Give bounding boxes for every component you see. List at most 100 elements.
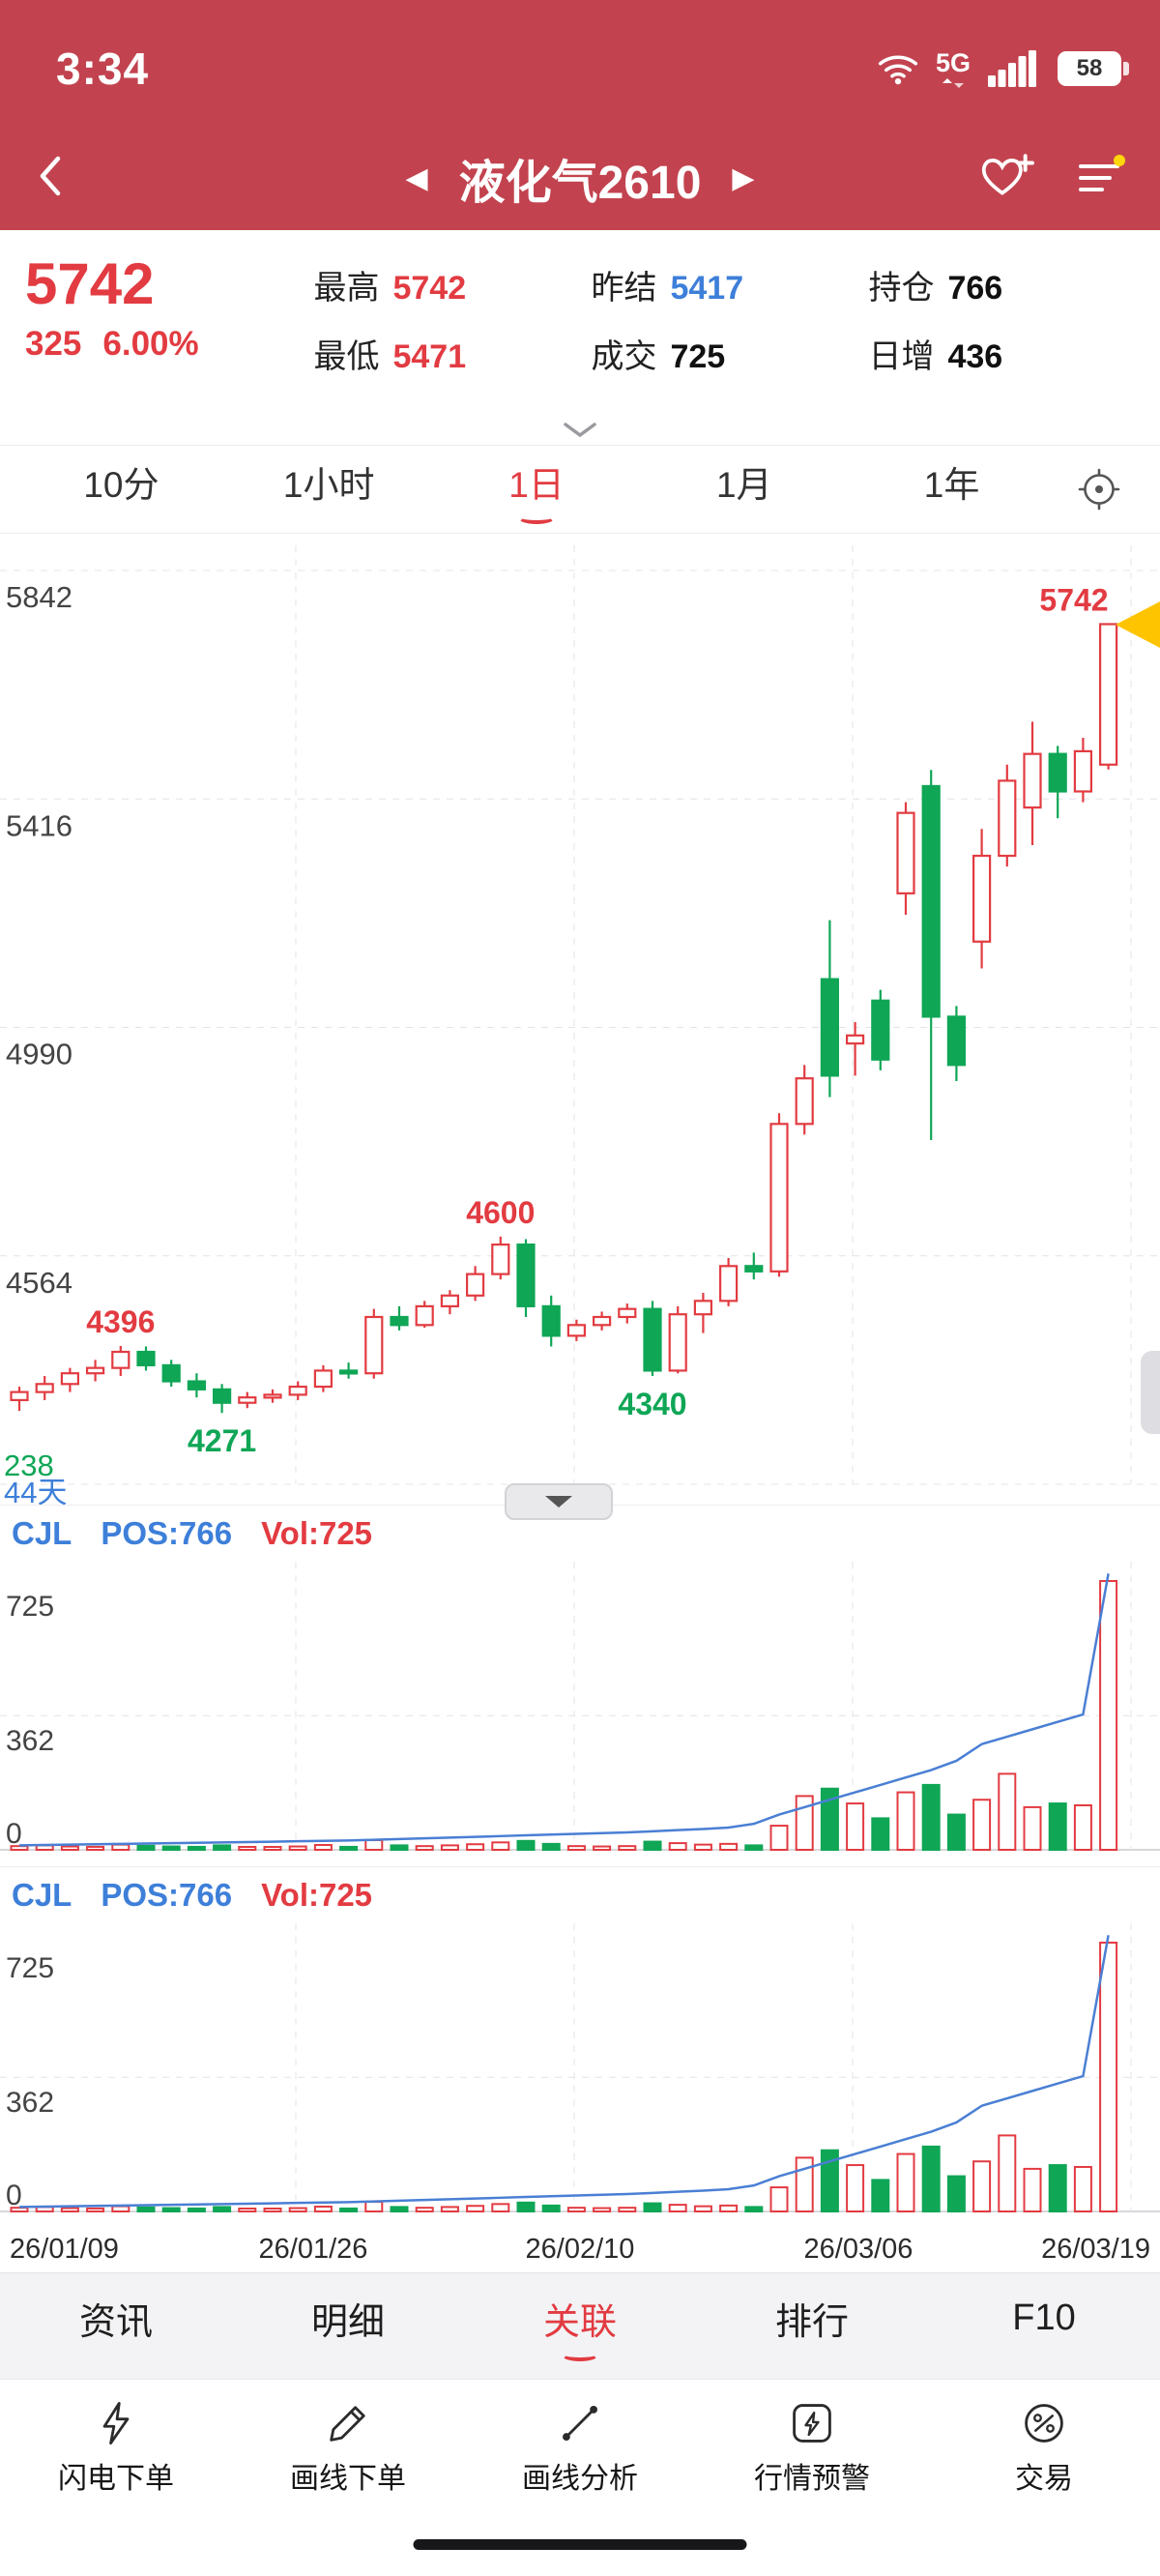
quote-stat: 持仓 766	[868, 261, 1135, 308]
volume-bar	[643, 2202, 662, 2213]
volume-bar	[10, 2207, 29, 2213]
volume-bar	[187, 1845, 206, 1851]
favorite-button[interactable]	[980, 152, 1034, 205]
tab-ranking[interactable]: 排行	[774, 2301, 849, 2343]
candle-body	[136, 1350, 156, 1366]
candle-body	[440, 1294, 459, 1307]
candle-body	[946, 1015, 967, 1067]
candle-body	[339, 1369, 359, 1375]
chart-drag-handle[interactable]	[1141, 1351, 1160, 1434]
candle-body	[998, 779, 1017, 858]
chart-settings-button[interactable]	[1056, 467, 1143, 512]
volume-bar	[1048, 2164, 1067, 2213]
candle-body	[566, 1324, 587, 1337]
volume-bar	[466, 1843, 485, 1852]
quote-stat: 日增 436	[868, 330, 1135, 377]
chart-collapse-button[interactable]	[505, 1483, 613, 1520]
clock: 3:34	[56, 44, 150, 94]
volume-bar	[1099, 1580, 1118, 1851]
volume-bar	[618, 1845, 637, 1852]
volume-bar	[313, 2206, 333, 2212]
volume-bar	[111, 2205, 130, 2212]
candle-body	[896, 811, 915, 894]
chevron-left-icon	[40, 156, 61, 195]
tab-10min[interactable]: 10分	[83, 464, 160, 505]
tab-1hour[interactable]: 1小时	[282, 464, 375, 505]
tab-details[interactable]: 明细	[310, 2301, 385, 2343]
volume-chart-canvas: 725 362 0	[0, 1923, 1160, 2213]
quote-expand-button[interactable]	[560, 421, 600, 445]
quote-col-oi: 持仓 766 日增 436	[868, 249, 1135, 445]
quote-col-settle-vol: 昨结 5417 成交 725	[591, 249, 868, 445]
period-tabs: 10分 1小时 1日 1月 1年	[0, 445, 1160, 534]
candle-body	[845, 1034, 865, 1045]
volume-bar	[820, 1787, 839, 1851]
menu-button[interactable]	[1075, 154, 1125, 203]
volume-bar	[769, 2186, 789, 2213]
price-chart[interactable]: 5842 5416 4990 4564 238 44天 4396 4271 4600 4340 57…	[0, 534, 1160, 1520]
volume-y-label: 362	[6, 1725, 54, 1757]
volume-bar	[390, 2206, 409, 2212]
quote-panel: 5742 325 6.00% 最高 5742 最低 5471 昨结 5417 成…	[0, 230, 1160, 445]
lightning-icon	[102, 2401, 130, 2444]
menu-icon	[1079, 154, 1125, 191]
active-tab-arc	[562, 2349, 598, 2361]
stat-label: 成交	[591, 338, 657, 375]
home-indicator[interactable]	[413, 2539, 747, 2550]
alert-icon	[793, 2403, 831, 2443]
candle-body	[1023, 752, 1042, 809]
candle-body	[820, 978, 840, 1077]
volume-panel-2[interactable]: CJL POS:766 Vol:725 725 362 0	[0, 1866, 1160, 2228]
tab-f10[interactable]: F10	[1012, 2297, 1076, 2338]
volume-bar	[719, 1842, 739, 1852]
quote-stat: 最低 5471	[313, 330, 591, 377]
volume-bar	[998, 1772, 1017, 1851]
volume-bar	[921, 2145, 941, 2212]
y-axis-label: 4990	[6, 1038, 72, 1071]
tab-1year[interactable]: 1年	[923, 464, 980, 505]
prev-contract-button[interactable]: ◀	[405, 161, 428, 194]
price-change: 325 6.00%	[25, 325, 313, 364]
stat-label: 最高	[313, 270, 380, 307]
price-alert-button[interactable]: 行情预警	[696, 2380, 928, 2514]
bottom-toolbar: 闪电下单 画线下单 画线分析 行情预警	[0, 2379, 1160, 2514]
volume-bar	[213, 2206, 232, 2212]
tab-related[interactable]: 关联	[464, 2292, 696, 2361]
volume-bar	[871, 1817, 890, 1851]
volume-label: Vol:725	[261, 1877, 373, 1913]
volume-bar	[846, 1802, 865, 1852]
volume-bar	[896, 2152, 915, 2213]
y-axis-bottom-label: 238	[4, 1449, 54, 1482]
tab-news[interactable]: 资讯	[78, 2301, 153, 2343]
position-label: POS:766	[101, 1515, 233, 1551]
next-contract-button[interactable]: ▶	[732, 161, 755, 194]
quote-col-high-low: 最高 5742 最低 5471	[313, 249, 591, 445]
tab-1day[interactable]: 1日	[433, 455, 641, 524]
volume-bar	[313, 1844, 333, 1851]
volume-bar	[136, 2206, 156, 2213]
price-annotation: 4600	[466, 1195, 535, 1230]
position-label: POS:766	[101, 1877, 233, 1913]
volume-panel-1[interactable]: CJL POS:766 Vol:725 725 362 0	[0, 1505, 1160, 1866]
candle-body	[491, 1244, 510, 1275]
volume-bar	[744, 2206, 764, 2212]
line-analysis-button[interactable]: 画线分析	[464, 2380, 696, 2514]
trendline-icon	[563, 2405, 597, 2441]
tab-1month[interactable]: 1月	[716, 464, 772, 505]
volume-bar	[86, 1845, 105, 1851]
volume-bar	[769, 1825, 789, 1852]
candle-body	[795, 1077, 814, 1126]
volume-bar	[238, 2208, 257, 2212]
back-button[interactable]	[35, 153, 66, 204]
volume-bar	[161, 1845, 181, 1852]
visible-days-label: 44天	[4, 1476, 67, 1505]
trade-button[interactable]: 交易	[928, 2380, 1160, 2514]
candle-body	[288, 1385, 307, 1396]
y-axis-label: 4564	[6, 1266, 72, 1300]
candle-body	[161, 1363, 181, 1383]
flash-order-button[interactable]: 闪电下单	[0, 2380, 232, 2514]
volume-bar	[288, 1845, 307, 1852]
draw-line-order-button[interactable]: 画线下单	[232, 2380, 464, 2514]
volume-bar	[921, 1783, 941, 1851]
volume-bar	[440, 2206, 459, 2212]
